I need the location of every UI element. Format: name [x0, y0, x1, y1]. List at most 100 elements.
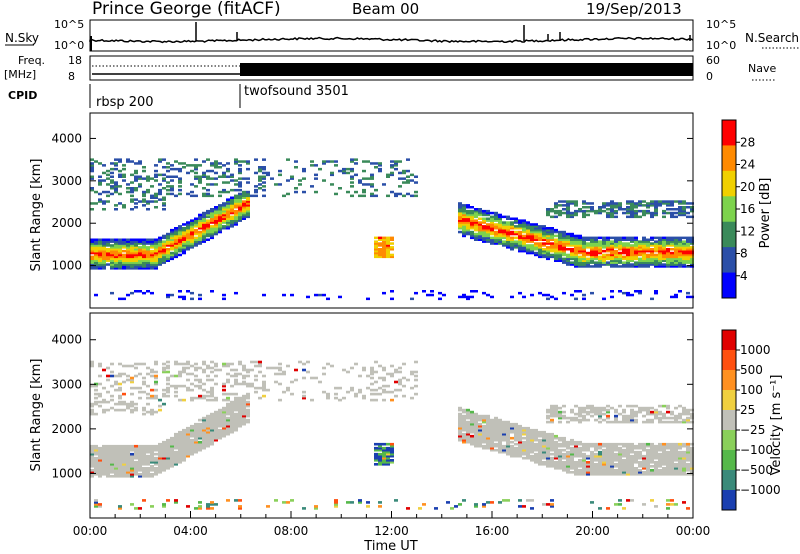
heatmap-cell — [546, 414, 550, 418]
heatmap-cell — [662, 448, 666, 452]
heatmap-cell — [370, 173, 374, 177]
heatmap-cell — [126, 183, 130, 186]
heatmap-cell — [194, 426, 198, 430]
heatmap-cell — [206, 232, 210, 236]
heatmap-cell — [686, 444, 690, 448]
heatmap-cell — [558, 248, 562, 251]
cpid-label: CPID — [8, 89, 37, 102]
heatmap-cell — [594, 459, 598, 462]
heatmap-cell — [210, 177, 214, 180]
heatmap-cell — [666, 463, 670, 466]
heatmap-cell — [390, 454, 394, 458]
heatmap-cell — [202, 173, 206, 177]
heatmap-cell — [266, 366, 270, 370]
heatmap-cell — [202, 187, 206, 190]
heatmap-cell — [670, 244, 674, 247]
heatmap-cell — [470, 418, 474, 422]
heatmap-cell — [258, 370, 262, 374]
heatmap-cell — [138, 454, 142, 458]
heatmap-cell — [630, 412, 634, 416]
heatmap-cell — [598, 244, 602, 247]
heatmap-cell — [538, 448, 542, 452]
heatmap-cell — [674, 255, 678, 259]
heatmap-cell — [674, 236, 678, 240]
colorbar-tick-label: −1000 — [740, 483, 781, 497]
heatmap-cell — [346, 167, 350, 171]
heatmap-cell — [146, 366, 150, 370]
heatmap-cell — [482, 414, 486, 418]
heatmap-cell — [178, 440, 182, 444]
heatmap-cell — [682, 263, 686, 266]
heatmap-cell — [130, 188, 134, 192]
heatmap-cell — [518, 454, 522, 458]
heatmap-cell — [498, 422, 502, 426]
heatmap-cell — [594, 452, 598, 456]
heatmap-cell — [598, 263, 602, 266]
heatmap-cell — [234, 392, 238, 396]
heatmap-cell — [154, 448, 158, 452]
heatmap-cell — [462, 293, 466, 297]
heatmap-cell — [610, 467, 614, 470]
heatmap-cell — [482, 446, 486, 450]
heatmap-cell — [166, 450, 170, 454]
heatmap-cell — [470, 440, 474, 444]
heatmap-cell — [610, 251, 614, 255]
heatmap-cell — [358, 499, 362, 502]
heatmap-cell — [258, 360, 262, 364]
heatmap-cell — [190, 236, 194, 240]
heatmap-cell — [218, 225, 222, 228]
heatmap-cell — [150, 452, 154, 456]
heatmap-cell — [134, 177, 138, 180]
heatmap-cell — [246, 420, 250, 424]
heatmap-cell — [682, 418, 686, 422]
heatmap-cell — [566, 236, 570, 240]
heatmap-cell — [174, 434, 178, 438]
heatmap-cell — [566, 242, 570, 245]
heatmap-cell — [462, 434, 466, 438]
heatmap-cell — [566, 467, 570, 470]
heatmap-cell — [118, 467, 122, 470]
heatmap-cell — [482, 438, 486, 442]
heatmap-cell — [686, 452, 690, 456]
heatmap-cell — [690, 248, 694, 251]
heatmap-cell — [626, 265, 630, 268]
heatmap-cell — [678, 213, 682, 217]
heatmap-cell — [518, 440, 522, 444]
heatmap-cell — [586, 412, 590, 416]
velocity-heatmap — [90, 360, 694, 510]
heatmap-cell — [390, 190, 394, 194]
heatmap-cell — [210, 434, 214, 438]
heatmap-cell — [602, 456, 606, 460]
heatmap-cell — [522, 505, 526, 508]
heatmap-cell — [574, 263, 578, 266]
heatmap-cell — [374, 380, 378, 384]
heatmap-cell — [670, 236, 674, 240]
heatmap-cell — [90, 202, 94, 205]
heatmap-cell — [218, 213, 222, 217]
heatmap-cell — [198, 240, 202, 243]
heatmap-cell — [470, 416, 474, 420]
heatmap-cell — [414, 360, 418, 364]
heatmap-cell — [286, 179, 290, 182]
heatmap-cell — [634, 459, 638, 462]
heatmap-cell — [346, 171, 350, 175]
heatmap-cell — [190, 440, 194, 444]
heatmap-cell — [530, 293, 534, 297]
heatmap-cell — [630, 442, 634, 446]
heatmap-cell — [498, 448, 502, 452]
heatmap-cell — [130, 240, 134, 243]
heatmap-cell — [482, 434, 486, 438]
heatmap-cell — [182, 227, 186, 230]
heatmap-cell — [198, 424, 202, 428]
heatmap-cell — [594, 467, 598, 470]
heatmap-cell — [262, 166, 266, 169]
heatmap-cell — [242, 374, 246, 378]
heatmap-cell — [518, 219, 522, 222]
heatmap-cell — [214, 183, 218, 186]
heatmap-cell — [670, 499, 674, 502]
heatmap-cell — [170, 374, 174, 378]
heatmap-cell — [214, 426, 218, 430]
heatmap-cell — [690, 251, 694, 255]
heatmap-cell — [206, 418, 210, 422]
heatmap-cell — [686, 463, 690, 466]
